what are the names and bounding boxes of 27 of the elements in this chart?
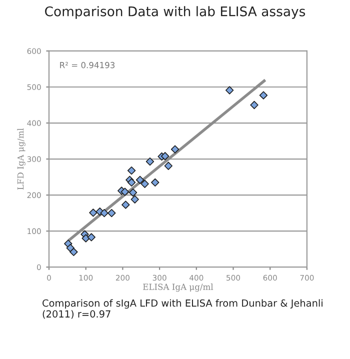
point — [259, 91, 268, 100]
point — [100, 208, 108, 218]
point — [127, 166, 136, 175]
point — [87, 233, 96, 242]
point — [130, 195, 139, 204]
point — [89, 208, 98, 217]
point — [160, 152, 170, 160]
point — [127, 178, 136, 187]
chart-title: Comparison Data with lab ELISA assays — [45, 6, 306, 19]
point — [70, 248, 78, 256]
x-axis-title: ELISA IgA μg/ml — [143, 284, 214, 292]
point — [120, 188, 130, 196]
point — [128, 188, 138, 197]
annotation: R² = 0.94193 — [60, 62, 115, 68]
point — [82, 234, 90, 242]
point — [136, 176, 144, 184]
point — [164, 162, 172, 170]
point — [250, 100, 258, 110]
point — [140, 180, 149, 188]
point — [151, 178, 160, 187]
point — [122, 200, 130, 209]
point — [108, 208, 116, 218]
point — [170, 145, 180, 154]
point — [146, 157, 154, 166]
point — [225, 86, 234, 94]
text: Comparison of sIgA LFD with ELISA from Dunbar & Jehanli (2011) r=0.97 — [42, 299, 322, 319]
y-axis-title: LFD IgA μg/ml — [17, 128, 26, 190]
